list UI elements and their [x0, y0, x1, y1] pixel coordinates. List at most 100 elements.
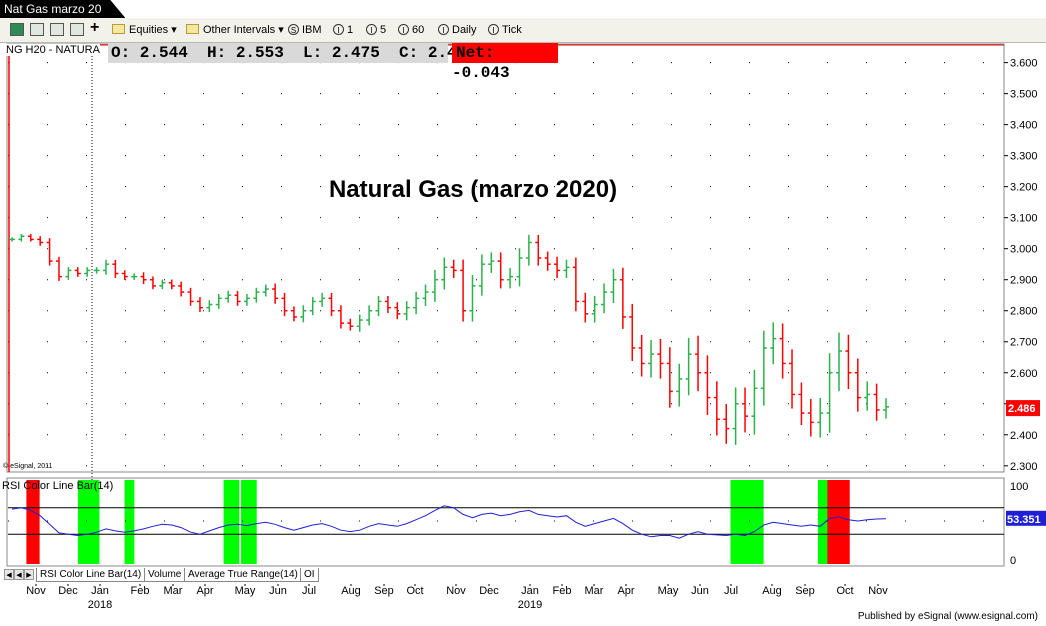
month-tick-label: Oct [406, 585, 423, 597]
chevron-down-icon: ▾ [278, 24, 284, 36]
interval-60[interactable]: I 60 [398, 22, 424, 38]
indicator-tab-bar: ◀ ◀ ▶ RSI Color Line Bar(14) Volume Aver… [0, 568, 1046, 582]
price-tick-label: 3.300 [1010, 151, 1038, 163]
scroll-right-icon[interactable]: ▶ [24, 569, 34, 580]
month-tick-label: Oct [836, 585, 853, 597]
net-change-badge: Net: -0.043 [452, 43, 558, 82]
month-tick-label: Mar [164, 585, 183, 597]
month-tick-label: Nov [446, 585, 466, 597]
copyright-text: © eSignal, 2011 [3, 462, 53, 470]
month-tick-label: May [658, 585, 679, 597]
rsi-pane-frame [6, 477, 1005, 567]
rsi-line [11, 505, 887, 539]
price-tick-label: 3.500 [1010, 89, 1038, 101]
month-tick-label: May [235, 585, 256, 597]
month-tick-label: Jun [691, 585, 709, 597]
price-tick-label: 2.800 [1010, 306, 1038, 318]
interval-label: IBM [302, 24, 322, 36]
price-tick-label: 3.600 [1010, 58, 1038, 70]
ohlc-readout: O: 2.544 H: 2.553 L: 2.475 C: 2.486 [108, 43, 476, 63]
rsi-green-zone [241, 480, 257, 564]
month-tick-label: Aug [762, 585, 782, 597]
tab-atr[interactable]: Average True Range(14) [184, 568, 302, 582]
interval-icon: I [488, 24, 499, 35]
scroll-left-icon[interactable]: ◀ [14, 569, 24, 580]
month-tick-label: Dec [479, 585, 499, 597]
year-tick-label: 2019 [518, 599, 542, 611]
rsi-tick-label: 100 [1010, 481, 1028, 493]
month-tick-label: Apr [617, 585, 634, 597]
interval-daily[interactable]: I Daily [438, 22, 476, 38]
month-tick-label: Jan [91, 585, 109, 597]
chevron-down-icon: ▾ [171, 24, 177, 36]
scroll-first-icon[interactable]: ◀ [4, 569, 14, 580]
chart-title: Natural Gas (marzo 2020) [328, 176, 618, 203]
price-pane-frame [6, 43, 1005, 473]
month-tick-label: Dec [58, 585, 78, 597]
equities-menu[interactable]: Equities ▾ [112, 22, 177, 38]
month-tick-label: Nov [26, 585, 46, 597]
other-intervals-menu[interactable]: Other Intervals ▾ [186, 22, 284, 38]
folder-icon [186, 24, 199, 34]
price-tick-label: 2.400 [1010, 430, 1038, 442]
price-tick-label: 3.000 [1010, 244, 1038, 256]
interval-icon: I [438, 24, 449, 35]
interval-ibm[interactable]: S IBM [288, 22, 322, 38]
rsi-green-zone [223, 480, 240, 564]
year-tick-label: 2018 [88, 599, 112, 611]
rsi-tick-label: 0 [1010, 555, 1016, 567]
symbol-label: NG H20 - NATURA [6, 44, 100, 56]
price-tick-label: 2.600 [1010, 368, 1038, 380]
month-tick-label: Nov [868, 585, 888, 597]
interval-label: Daily [452, 24, 477, 36]
price-tick-label: 2.300 [1010, 461, 1038, 473]
month-tick-label: Sep [374, 585, 394, 597]
tab-volume[interactable]: Volume [144, 568, 186, 582]
tab-oi[interactable]: OI [300, 568, 319, 582]
interval-label: 5 [380, 24, 387, 36]
other-intervals-label: Other Intervals [203, 24, 276, 36]
rsi-title: RSI Color Line Bar(14) [2, 480, 113, 492]
month-tick-label: Jul [302, 585, 316, 597]
price-tick-label: 3.100 [1010, 213, 1038, 225]
rsi-green-zone [77, 480, 100, 564]
price-tick-label: 2.900 [1010, 275, 1038, 287]
price-tick-label: 3.200 [1010, 182, 1038, 194]
symbol-icon: S [288, 24, 299, 35]
month-tick-label: Feb [553, 585, 572, 597]
month-tick-label: Jan [521, 585, 539, 597]
rsi-value-badge [1006, 510, 1046, 526]
tab-rsi[interactable]: RSI Color Line Bar(14) [36, 568, 146, 582]
window-title[interactable]: Nat Gas marzo 20 [0, 0, 126, 18]
interval-tick[interactable]: I Tick [488, 22, 522, 38]
add-icon[interactable]: + [90, 19, 100, 36]
interval-icon: I [366, 24, 377, 35]
interval-icon: I [398, 24, 409, 35]
rsi-green-zone [730, 480, 764, 564]
equities-label: Equities [129, 24, 169, 36]
folder-icon [112, 24, 125, 34]
chart-layout-icon[interactable] [10, 23, 24, 36]
copy-icon[interactable] [30, 23, 44, 36]
month-tick-label: Aug [341, 585, 361, 597]
month-tick-label: Jul [724, 585, 738, 597]
page-icon[interactable] [50, 23, 64, 36]
interval-icon: I [333, 24, 344, 35]
net-text: Net: -0.043 [452, 44, 510, 82]
rsi-value-label: 53.351 [1007, 514, 1041, 526]
month-tick-label: Jun [269, 585, 287, 597]
rsi-green-zone [124, 480, 135, 564]
interval-label: 60 [412, 24, 425, 36]
month-tick-label: Mar [585, 585, 604, 597]
rsi-red-zone [26, 480, 40, 564]
last-price-badge [1006, 400, 1040, 417]
price-tick-label: 3.400 [1010, 120, 1038, 132]
last-price-label: 2.486 [1008, 403, 1036, 415]
ohlc-text: O: 2.544 H: 2.553 L: 2.475 C: 2.486 [111, 44, 476, 62]
paste-icon[interactable] [70, 23, 84, 36]
interval-label: 1 [347, 24, 354, 36]
